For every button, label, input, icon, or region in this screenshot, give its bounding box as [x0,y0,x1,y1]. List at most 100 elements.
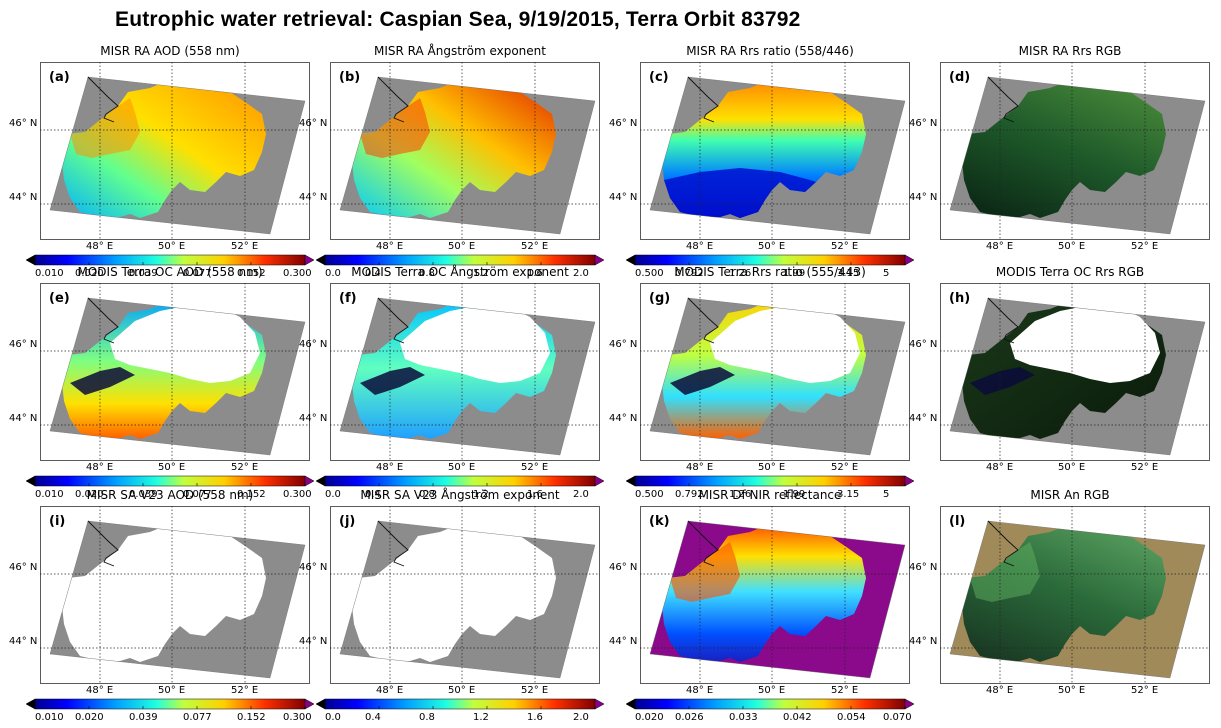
longitude-label: 50° E [1058,462,1086,473]
colorbar-tick-label: 0.0 [325,268,341,279]
sea-area [352,521,556,662]
longitude-label: 52° E [521,462,549,473]
longitude-label: 48° E [86,241,114,252]
panel-title: MISR RA Rrs RGB [1018,44,1122,58]
longitude-label: 48° E [986,462,1014,473]
latitude-label: 44° N [299,192,328,203]
map-image [330,283,600,461]
latitude-label: 44° N [9,636,38,647]
latitude-label: 44° N [609,413,638,424]
map-panel: MODIS Terra OC AOD (558 nm) (e) 46° N 44° N… [9,265,315,505]
map-image [940,506,1210,684]
colorbar-tick-label: 3.15 [837,268,860,279]
map-panel: MODIS Terra OC Rrs RGB (h) 46° N 44° N 48° E… [909,265,1215,505]
colorbar [625,698,915,710]
latitude-label: 44° N [9,413,38,424]
colorbar-tick-label: 0.792 [675,489,704,500]
panel-label: (h) [949,291,971,306]
latitude-label: 46° N [609,118,638,129]
colorbar-tick-label: 0.077 [183,268,212,279]
colorbar-tick-label: 0.8 [419,489,435,500]
longitude-label: 48° E [376,462,404,473]
latitude-label: 44° N [609,192,638,203]
colorbar [315,475,605,487]
longitude-label: 50° E [448,241,476,252]
panel-title: MISR RA Rrs ratio (558/446) [686,44,854,58]
colorbar-tick-label: 1.2 [473,489,489,500]
colorbar-tick-label: 0.020 [75,268,104,279]
map-panel: MODIS Terra OC Ångström exponent (f) 46° N… [299,265,605,505]
latitude-label: 44° N [299,413,328,424]
latitude-label: 46° N [609,339,638,350]
map-image [640,283,910,461]
map-image [330,506,600,684]
panel-title: MISR An RGB [1030,488,1110,502]
longitude-label: 52° E [1131,462,1159,473]
longitude-label: 48° E [86,462,114,473]
longitude-label: 50° E [758,685,786,696]
latitude-label: 44° N [909,636,938,647]
longitude-label: 52° E [831,685,859,696]
longitude-label: 52° E [231,462,259,473]
colorbar-tick-label: 0.039 [129,268,158,279]
longitude-label: 52° E [831,241,859,252]
latitude-label: 46° N [909,339,938,350]
colorbar [625,475,915,487]
map-panel: MODIS Terra Rrs ratio (555/443) (g) 46° N 4… [609,265,915,505]
colorbar-tick-label: 0.039 [129,712,158,723]
colorbar-tick-label: 0.300 [283,712,312,723]
sea-area [62,521,266,662]
colorbar-tick-label: 1.2 [473,712,489,723]
latitude-label: 44° N [909,413,938,424]
longitude-label: 52° E [1131,685,1159,696]
colorbar-tick-label: 0.300 [283,489,312,500]
map-image [940,283,1210,461]
longitude-label: 52° E [831,462,859,473]
map-panel: MISR RA Ångström exponent (b) 46° N 44° N 48… [299,44,605,284]
colorbar-tick-label: 0.020 [635,712,664,723]
panel-title: MISR SA V23 Ångström exponent [360,488,560,502]
colorbar [625,254,915,266]
colorbar-tick-label: 0.8 [419,268,435,279]
latitude-label: 44° N [299,636,328,647]
latitude-label: 46° N [909,118,938,129]
cloud-mask [710,305,860,383]
colorbar-tick-label: 0.077 [183,489,212,500]
map-panel: MISR RA AOD (558 nm) (a) 46° N 44° N 48° E 50… [9,44,315,284]
panel-title: MISR SA V23 AOD (558 nm) [86,488,254,502]
map-image [640,506,910,684]
colorbar-tick-label: 1.6 [527,712,543,723]
colorbar-tick-label: 0.500 [635,268,664,279]
longitude-label: 52° E [1131,241,1159,252]
colorbar-tick-label: 5 [883,268,890,279]
colorbar-tick-label: 0.152 [237,268,266,279]
colorbar-tick-label: 2.0 [573,268,589,279]
latitude-label: 46° N [9,118,38,129]
colorbar-tick-label: 2.0 [573,712,589,723]
longitude-label: 48° E [686,462,714,473]
colorbar-tick-label: 0.010 [35,489,64,500]
colorbar-tick-label: 1.99 [783,489,806,500]
map-image [940,62,1210,240]
colorbar-tick-label: 0.033 [729,712,758,723]
colorbar-tick-label: 0.020 [75,489,104,500]
map-panel: MISR RA Rrs RGB (d) 46° N 44° N 48° E 50° E 52… [909,44,1215,284]
colorbar-tick-label: 0.010 [35,268,64,279]
colorbar-tick-label: 0.077 [183,712,212,723]
colorbar-tick-label: 5 [883,489,890,500]
colorbar [25,475,315,487]
longitude-label: 52° E [231,685,259,696]
panel-title: MISR RA AOD (558 nm) [100,44,240,58]
longitude-label: 52° E [231,241,259,252]
longitude-label: 52° E [521,685,549,696]
colorbar-tick-label: 0.042 [783,712,812,723]
cloud-mask [110,305,260,383]
panel-label: (c) [649,70,669,85]
latitude-label: 44° N [909,192,938,203]
latitude-label: 44° N [609,636,638,647]
colorbar-tick-label: 2.0 [573,489,589,500]
colorbar-tick-label: 0.0 [325,489,341,500]
map-image [330,62,600,240]
longitude-label: 50° E [1058,241,1086,252]
latitude-label: 46° N [299,562,328,573]
